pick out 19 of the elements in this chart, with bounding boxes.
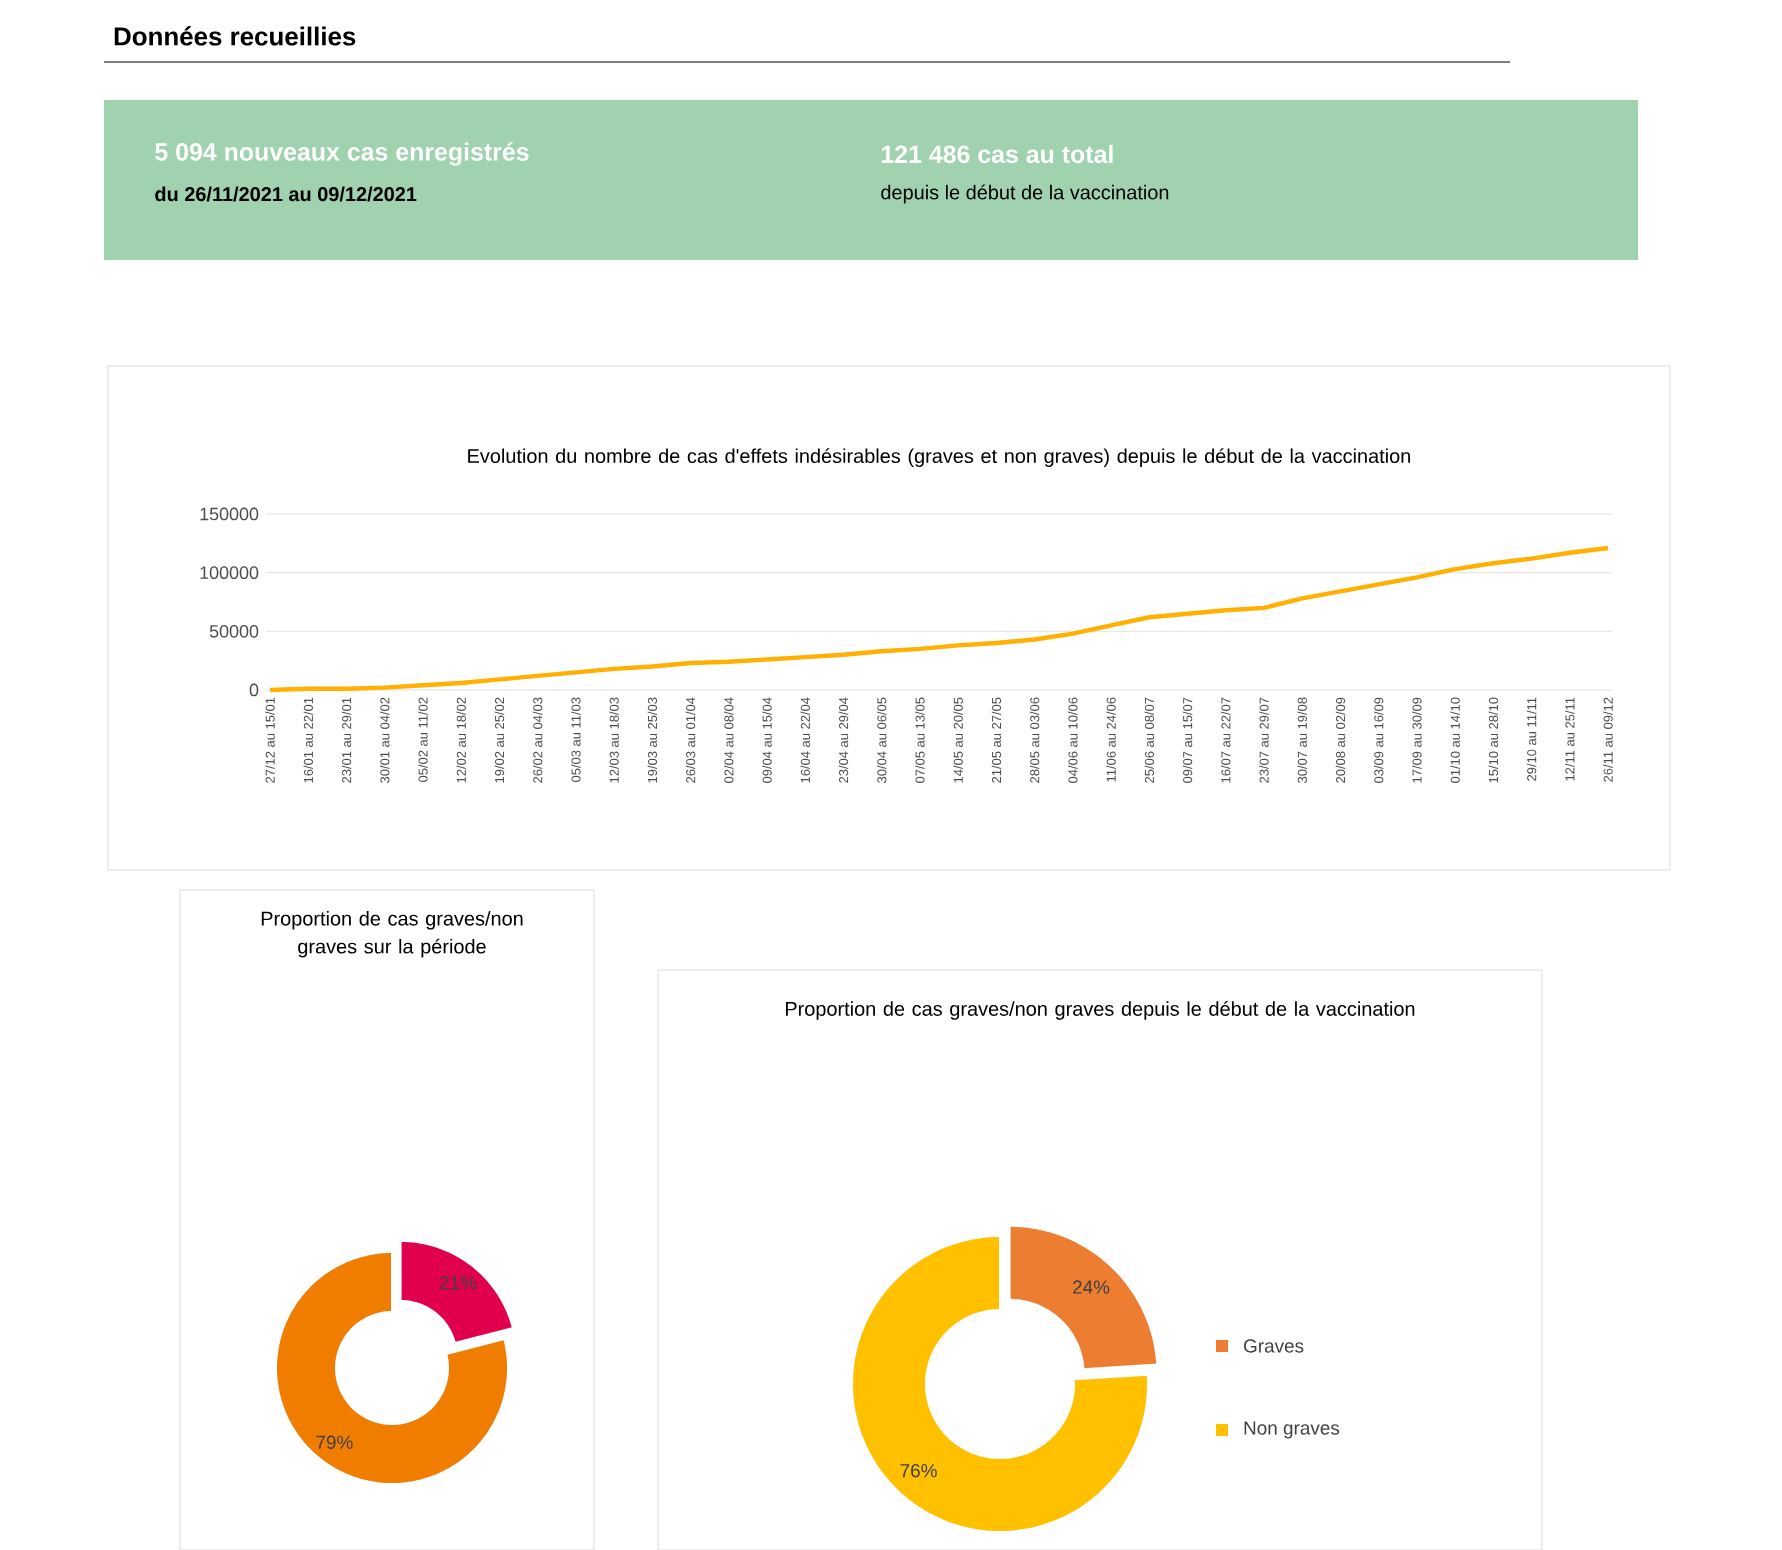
chart-title: Proportion de cas graves/non graves sur la période: [261, 910, 523, 958]
data-label: 76%: [900, 1463, 937, 1478]
line-series: [267, 545, 1611, 692]
y-tick-label: 150000: [200, 507, 259, 521]
y-tick-label: 0: [249, 683, 259, 697]
text: depuis le début de la vaccination: [881, 184, 1169, 204]
chart-title: Proportion de cas graves/non graves depuis le début de la vaccination: [785, 1000, 1415, 1020]
y-tick-label: 50000: [209, 624, 259, 638]
y-tick-label: 100000: [200, 566, 259, 579]
data-label: 24%: [1073, 1280, 1110, 1294]
chart-title: Evolution du nombre de cas d'effets indésirables (graves et non graves) depuis le début de la vaccination: [468, 447, 1410, 467]
text: 121 486 cas au total: [881, 144, 1113, 163]
text: 5 094 nouveaux cas enregistrés: [155, 142, 529, 166]
text: Données recueillies: [114, 26, 356, 46]
legend-label: Graves: [1243, 1339, 1304, 1353]
text: du 26/11/2021 au 09/12/2021: [155, 186, 417, 202]
data-label: 21%: [440, 1275, 477, 1290]
legend-label: Non graves: [1244, 1421, 1340, 1439]
data-label: 79%: [316, 1435, 353, 1449]
